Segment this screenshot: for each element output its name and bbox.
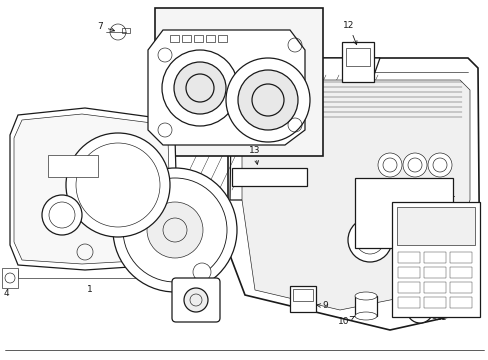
Bar	[396, 207, 474, 245]
Bar	[194, 35, 203, 42]
Text: 5: 5	[158, 92, 177, 109]
Circle shape	[225, 58, 309, 142]
Text: 6: 6	[247, 109, 257, 125]
Bar	[182, 35, 191, 42]
Bar	[397, 267, 419, 278]
Bar	[423, 282, 445, 293]
Ellipse shape	[354, 292, 376, 300]
Circle shape	[183, 288, 207, 312]
Text: 10: 10	[337, 316, 354, 327]
Bar	[122, 28, 130, 33]
Text: 11: 11	[432, 314, 447, 323]
Bar	[449, 267, 471, 278]
Circle shape	[402, 153, 426, 177]
Polygon shape	[148, 30, 305, 145]
Bar	[170, 35, 179, 42]
Bar	[397, 252, 419, 263]
Bar	[423, 297, 445, 308]
Circle shape	[113, 168, 237, 292]
Bar	[354, 296, 376, 316]
Circle shape	[406, 297, 432, 323]
Circle shape	[66, 133, 170, 237]
Circle shape	[193, 263, 210, 281]
Bar	[341, 42, 373, 82]
Circle shape	[42, 195, 82, 235]
Circle shape	[147, 202, 203, 258]
Bar	[397, 297, 419, 308]
Bar	[218, 35, 226, 42]
Bar	[449, 252, 471, 263]
Bar	[449, 297, 471, 308]
Circle shape	[377, 153, 401, 177]
Circle shape	[347, 218, 391, 262]
Circle shape	[392, 226, 436, 270]
Text: 2: 2	[172, 296, 178, 311]
Text: 7: 7	[97, 22, 114, 31]
Text: 1: 1	[87, 285, 93, 294]
Text: 4: 4	[3, 282, 10, 297]
Ellipse shape	[354, 312, 376, 320]
Bar	[449, 282, 471, 293]
Bar	[2, 268, 18, 288]
Polygon shape	[229, 58, 379, 200]
Circle shape	[427, 153, 451, 177]
Bar	[231, 168, 306, 186]
Text: 12: 12	[343, 21, 356, 45]
Bar	[292, 289, 312, 301]
Circle shape	[432, 218, 476, 262]
Circle shape	[238, 70, 297, 130]
Bar	[397, 282, 419, 293]
Bar	[423, 267, 445, 278]
Bar	[391, 202, 479, 317]
Text: 3: 3	[203, 284, 212, 300]
Bar	[289, 286, 315, 312]
FancyBboxPatch shape	[172, 278, 220, 322]
Polygon shape	[242, 80, 469, 310]
Bar	[155, 8, 323, 156]
Polygon shape	[10, 108, 178, 270]
Bar	[205, 35, 215, 42]
Bar	[354, 178, 452, 248]
Text: 14: 14	[440, 191, 455, 207]
Circle shape	[162, 50, 238, 126]
Text: 8: 8	[172, 309, 178, 318]
Text: 9: 9	[316, 302, 327, 310]
Text: 13: 13	[249, 146, 260, 165]
Bar	[423, 252, 445, 263]
Circle shape	[174, 62, 225, 114]
Bar	[346, 48, 369, 66]
Polygon shape	[14, 114, 171, 264]
Polygon shape	[227, 58, 479, 330]
Bar	[48, 155, 98, 177]
